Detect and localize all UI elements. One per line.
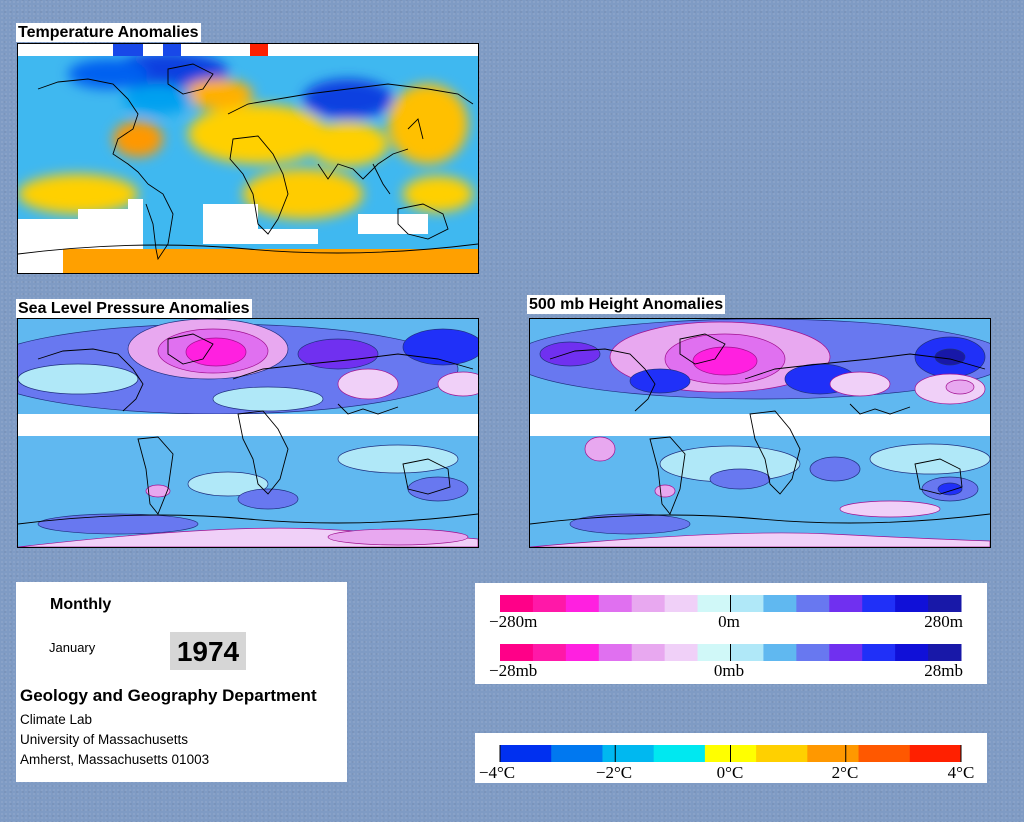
anomaly-color-legend: −280m 0m 280m −28mb 0mb 28mb <box>475 583 987 684</box>
height-scale-swatch <box>862 595 896 612</box>
temp-tick-2: 2°C <box>832 763 859 782</box>
temperature-scale-swatch <box>653 745 706 762</box>
pressure-scale-swatch <box>631 644 666 661</box>
height-scale-swatch <box>763 595 797 612</box>
height-scale-swatch <box>829 595 863 612</box>
height-scale-swatch <box>895 595 929 612</box>
temp-tick-minus4: −4°C <box>479 763 515 782</box>
height-color-scale <box>500 595 962 612</box>
info-panel: Monthly January 1974 Geology and Geograp… <box>16 582 347 782</box>
height-scale-swatch <box>928 595 962 612</box>
temperature-panel-title: Temperature Anomalies <box>16 23 201 42</box>
pressure-legend-mid: 0mb <box>714 661 744 680</box>
height500-panel-title: 500 mb Height Anomalies <box>527 295 726 314</box>
height-scale-swatch <box>697 595 731 612</box>
slp-panel-title: Sea Level Pressure Anomalies <box>16 299 252 318</box>
year-label: 1974 <box>170 632 246 670</box>
height500-anomaly-map <box>529 318 991 548</box>
temperature-anomaly-map <box>17 43 479 274</box>
temperature-scale-swatch <box>551 745 603 762</box>
temperature-color-scale <box>499 745 962 762</box>
pressure-color-scale <box>500 644 962 661</box>
lab-name: Climate Lab <box>20 712 93 727</box>
department-name: Geology and Geography Department <box>20 686 317 705</box>
pressure-scale-swatch <box>598 644 633 661</box>
pressure-scale-swatch <box>697 644 731 661</box>
height-scale-swatch <box>730 595 764 612</box>
temperature-scale-swatch <box>909 745 962 762</box>
pressure-scale-swatch <box>862 644 896 661</box>
university-name: University of Massachusetts <box>20 732 189 747</box>
height-legend-mid: 0m <box>718 612 740 631</box>
pressure-scale-swatch <box>763 644 797 661</box>
temperature-scale-swatch <box>500 745 552 762</box>
height-scale-swatch <box>532 595 567 612</box>
temp-tick-4: 4°C <box>948 763 975 782</box>
pressure-scale-swatch <box>796 644 830 661</box>
height-scale-swatch <box>796 595 830 612</box>
pressure-scale-swatch <box>928 644 962 661</box>
height-scale-swatch <box>565 595 600 612</box>
address-line: Amherst, Massachusetts 01003 <box>20 752 210 767</box>
pressure-legend-min: −28mb <box>489 661 537 680</box>
height-scale-swatch <box>500 595 534 612</box>
height-scale-swatch <box>664 595 699 612</box>
temperature-color-legend: −4°C −2°C 0°C 2°C 4°C <box>475 733 987 783</box>
temperature-scale-swatch <box>858 745 911 762</box>
height-scale-swatch <box>631 595 666 612</box>
temp-tick-minus2: −2°C <box>596 763 632 782</box>
pressure-scale-swatch <box>829 644 863 661</box>
temperature-scale-swatch <box>756 745 808 762</box>
pressure-scale-swatch <box>532 644 567 661</box>
pressure-legend-max: 28mb <box>924 661 963 680</box>
pressure-scale-swatch <box>565 644 600 661</box>
height-legend-max: 280m <box>924 612 963 631</box>
temp-tick-0: 0°C <box>717 763 744 782</box>
pressure-scale-swatch <box>895 644 929 661</box>
temperature-scale-swatch <box>807 745 860 762</box>
month-label: January <box>49 640 96 655</box>
temperature-scale-swatch <box>602 745 655 762</box>
height-scale-swatch <box>598 595 633 612</box>
pressure-scale-swatch <box>500 644 534 661</box>
height-legend-min: −280m <box>489 612 537 631</box>
period-label: Monthly <box>50 596 112 613</box>
pressure-scale-swatch <box>730 644 764 661</box>
slp-anomaly-map <box>17 318 479 548</box>
pressure-scale-swatch <box>664 644 699 661</box>
